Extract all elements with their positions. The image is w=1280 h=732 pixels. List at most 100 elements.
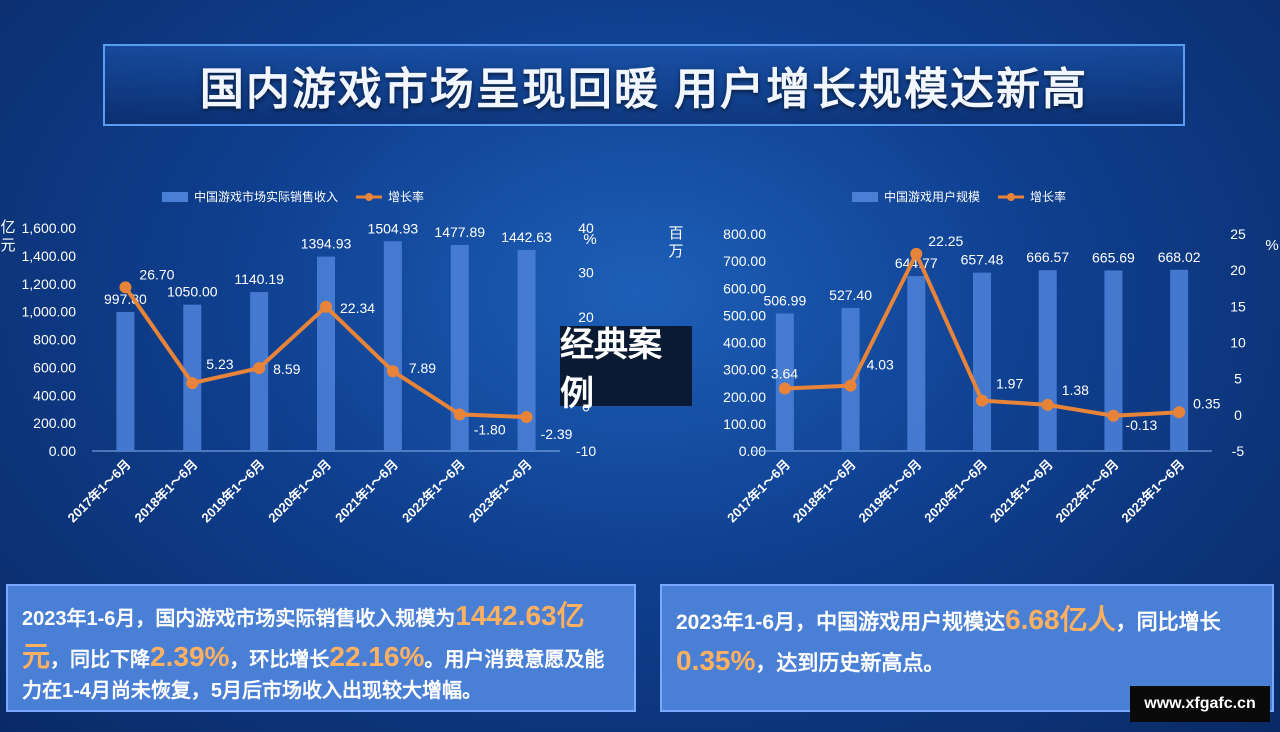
stamp-label: 经典案例 bbox=[560, 326, 692, 413]
left-axis-unit: 亿 bbox=[0, 219, 15, 236]
left-tick-label: 200.00 bbox=[33, 415, 76, 431]
left-tick-label: 500.00 bbox=[723, 307, 766, 323]
right-tick-label: 40 bbox=[578, 220, 594, 236]
growth-point bbox=[1107, 409, 1120, 422]
title-box: 国内游戏市场呈现回暖 用户增长规模达新高 bbox=[103, 44, 1185, 126]
left-tick-label: 1,400.00 bbox=[22, 248, 77, 264]
left-tick-label: 200.00 bbox=[723, 389, 766, 405]
note-text: ，同比下降 bbox=[50, 648, 151, 671]
left-tick-label: 400.00 bbox=[723, 335, 766, 351]
growth-point bbox=[186, 377, 199, 390]
bar-value-label: 1394.93 bbox=[301, 236, 352, 252]
growth-point bbox=[386, 365, 399, 378]
growth-point bbox=[910, 247, 923, 260]
note-text: ，达到历史新高点。 bbox=[755, 651, 945, 675]
growth-value-label: -1.80 bbox=[474, 421, 506, 437]
growth-value-label: 22.25 bbox=[928, 233, 963, 249]
growth-value-label: 5.23 bbox=[206, 356, 233, 372]
growth-point bbox=[778, 382, 791, 395]
legend-bar-label: 中国游戏市场实际销售收入 bbox=[194, 189, 338, 204]
growth-value-label: 0.35 bbox=[1193, 395, 1220, 411]
watermark: www.xfgafc.cn bbox=[1130, 686, 1270, 722]
growth-value-label: 7.89 bbox=[409, 360, 436, 376]
category-label: 2021年1～6月 bbox=[332, 457, 401, 526]
note-text: 2023年1-6月，中国游戏用户规模达 bbox=[676, 611, 1006, 634]
category-label: 2020年1～6月 bbox=[921, 457, 990, 526]
left-tick-label: 400.00 bbox=[33, 387, 76, 403]
bar-value-label: 1050.00 bbox=[167, 284, 218, 300]
growth-point bbox=[844, 379, 857, 392]
right-tick-label: 0 bbox=[582, 398, 590, 414]
growth-value-label: -2.39 bbox=[541, 426, 573, 442]
right-tick-label: 20 bbox=[1230, 262, 1246, 278]
left-tick-label: 1,600.00 bbox=[22, 220, 77, 236]
left-tick-label: 1,200.00 bbox=[22, 276, 77, 292]
right-tick-label: 10 bbox=[1230, 335, 1246, 351]
revenue-note: 2023年1-6月，国内游戏市场实际销售收入规模为1442.63亿元，同比下降2… bbox=[6, 584, 636, 712]
legend-line-label: 增长率 bbox=[1030, 189, 1066, 204]
note-text: ，环比增长 bbox=[229, 648, 330, 671]
category-label: 2018年1～6月 bbox=[790, 457, 859, 526]
right-axis-unit: % bbox=[1265, 237, 1278, 254]
growth-point bbox=[119, 281, 132, 294]
growth-value-label: 1.38 bbox=[1062, 382, 1089, 398]
growth-value-label: 1.97 bbox=[996, 376, 1023, 392]
growth-value-label: 22.34 bbox=[340, 300, 375, 316]
growth-point bbox=[453, 408, 466, 421]
note-highlight: 22.16% bbox=[329, 640, 425, 672]
bar-value-label: 668.02 bbox=[1158, 249, 1201, 265]
category-label: 2019年1～6月 bbox=[198, 457, 267, 526]
bar bbox=[841, 307, 860, 451]
growth-point bbox=[320, 300, 332, 313]
legend-line-label: 增长率 bbox=[388, 189, 424, 204]
growth-value-label: 26.70 bbox=[139, 266, 174, 282]
legend-bar-swatch bbox=[162, 192, 188, 202]
category-label: 2021年1～6月 bbox=[987, 457, 1056, 526]
right-axis-unit: % bbox=[583, 231, 596, 248]
legend-line-marker bbox=[365, 193, 373, 201]
left-tick-label: 800.00 bbox=[723, 226, 766, 242]
category-label: 2018年1～6月 bbox=[132, 457, 201, 526]
left-tick-label: 1,000.00 bbox=[22, 304, 77, 320]
bar bbox=[973, 272, 991, 451]
left-tick-label: 100.00 bbox=[723, 416, 766, 432]
page-title: 国内游戏市场呈现回暖 用户增长规模达新高 bbox=[199, 65, 1089, 114]
bar bbox=[907, 276, 926, 451]
legend-bar-swatch bbox=[852, 192, 878, 202]
revenue-chart: 中国游戏市场实际销售收入 增长率 0.00 200.00 400.00 600.00 800… bbox=[0, 189, 596, 526]
left-tick-label: 600.00 bbox=[723, 280, 766, 296]
bar-value-label: 665.69 bbox=[1092, 249, 1135, 265]
growth-value-label: 3.64 bbox=[771, 366, 798, 382]
bar-value-label: 657.48 bbox=[961, 252, 1004, 268]
note-text: ，同比增长 bbox=[1115, 611, 1221, 634]
bar bbox=[517, 249, 536, 451]
right-tick-label: -5 bbox=[1232, 443, 1245, 459]
bar-value-label: 666.57 bbox=[1026, 249, 1069, 265]
growth-point bbox=[520, 411, 533, 424]
bar bbox=[317, 256, 335, 451]
growth-value-label: 4.03 bbox=[867, 357, 894, 373]
right-tick-label: 0 bbox=[1234, 407, 1242, 423]
bar-value-label: 527.40 bbox=[829, 287, 872, 303]
bar bbox=[450, 245, 469, 451]
category-label: 2017年1～6月 bbox=[65, 457, 134, 526]
legend-bar-label: 中国游戏用户规模 bbox=[884, 189, 980, 204]
legend-line-marker bbox=[1007, 193, 1015, 201]
bar bbox=[775, 313, 794, 451]
category-label: 2023年1～6月 bbox=[466, 457, 535, 526]
category-label: 2023年1～6月 bbox=[1118, 457, 1187, 526]
bar bbox=[1104, 270, 1123, 451]
growth-point bbox=[1041, 398, 1054, 411]
note-highlight: 0.35% bbox=[676, 644, 756, 676]
left-tick-label: 600.00 bbox=[33, 359, 76, 375]
left-tick-label: 0.00 bbox=[49, 443, 76, 459]
bar-value-label: 997.80 bbox=[104, 291, 147, 307]
bar-value-label: 1477.89 bbox=[434, 224, 485, 240]
category-label: 2022年1～6月 bbox=[1053, 457, 1122, 526]
note-text: 。用户消费意愿及能力在1-4月尚未恢复，5月后市场收入出现较大增幅。 bbox=[22, 648, 605, 703]
left-tick-label: 800.00 bbox=[33, 332, 76, 348]
category-label: 2020年1～6月 bbox=[265, 457, 334, 526]
category-label: 2017年1～6月 bbox=[724, 457, 793, 526]
bar bbox=[383, 241, 402, 451]
growth-point bbox=[976, 394, 988, 407]
